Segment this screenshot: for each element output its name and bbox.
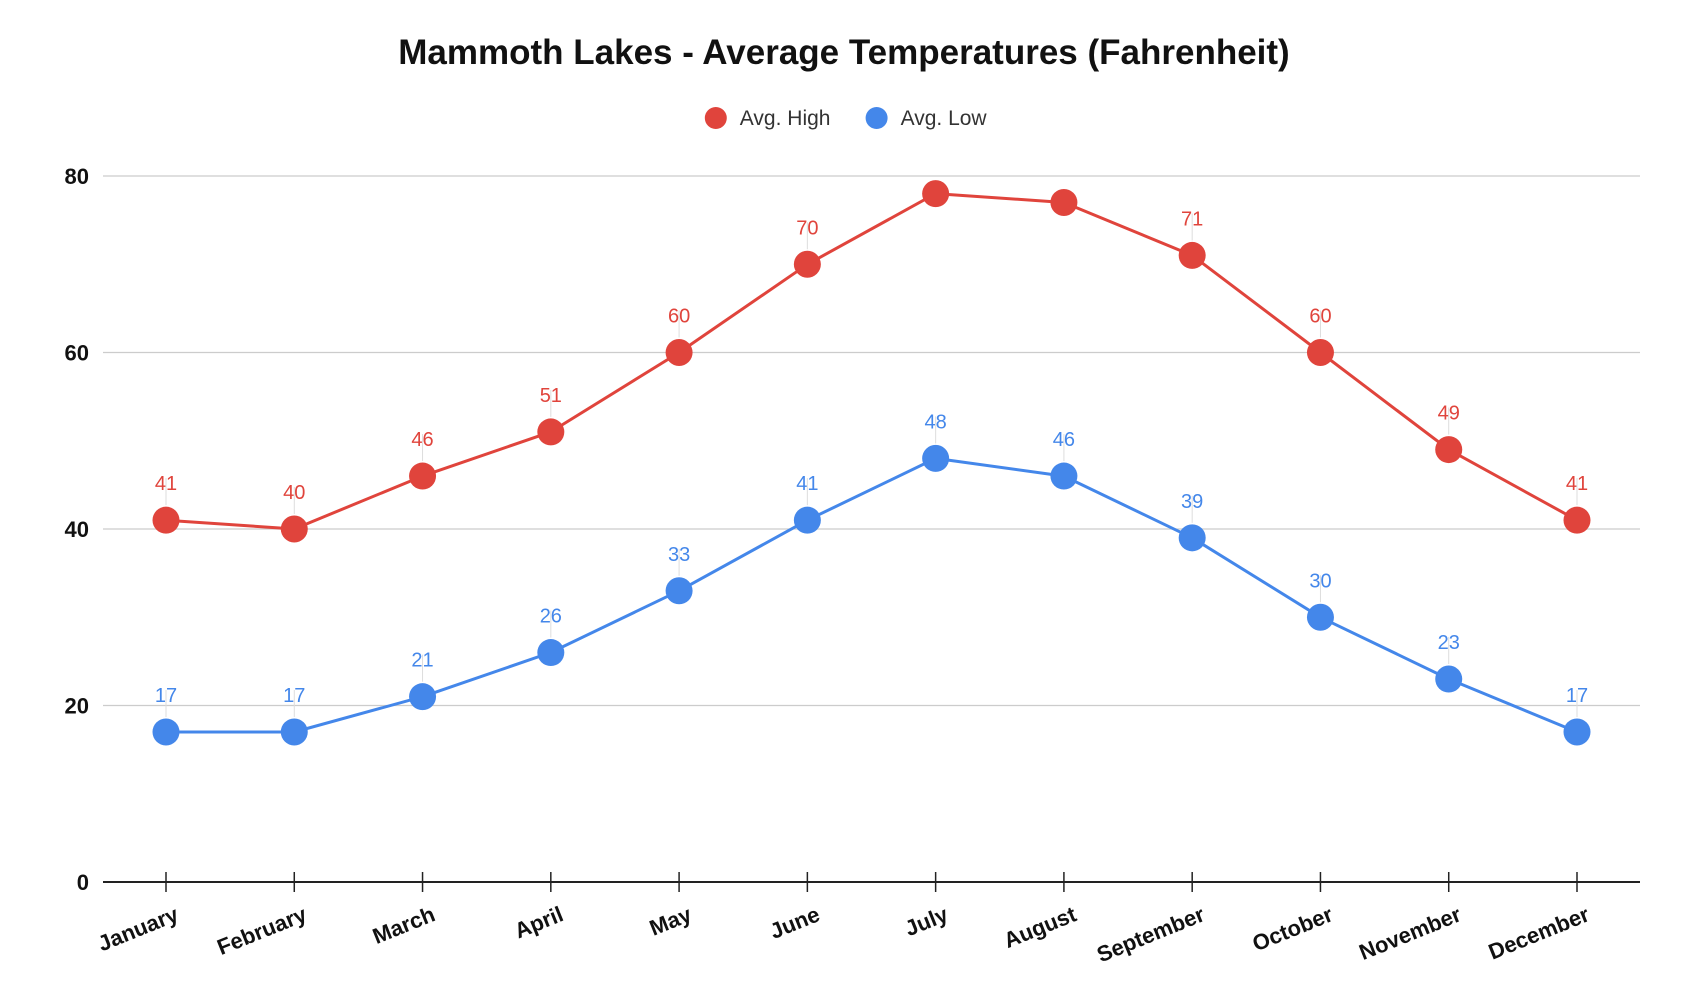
data-point-avg-high-january xyxy=(152,506,180,534)
series-avg-high: 41 40 46 51 60 70 71 60 49 41 xyxy=(152,180,1591,543)
data-point-avg-low-september xyxy=(1178,524,1206,552)
x-axis: January February March April May June July Augu… xyxy=(94,872,1640,967)
legend-marker-avg-low xyxy=(865,107,888,129)
data-point-avg-high-july xyxy=(922,180,950,208)
data-label-avg-low-august: 46 xyxy=(1053,429,1075,451)
data-label-avg-low-april: 26 xyxy=(540,606,562,628)
data-label-avg-high-may: 60 xyxy=(668,306,690,328)
data-point-avg-low-february xyxy=(280,718,308,746)
data-label-avg-low-june: 41 xyxy=(796,473,818,495)
series-avg-low: 17 17 21 26 33 41 48 46 39 30 23 17 xyxy=(152,411,1591,746)
x-tick-label-may: May xyxy=(646,901,696,940)
legend-item-avg-low: Avg. Low xyxy=(865,107,988,130)
data-label-avg-low-november: 23 xyxy=(1438,632,1460,654)
legend-label-avg-low: Avg. Low xyxy=(901,107,988,130)
data-point-avg-high-may xyxy=(665,339,693,366)
data-label-avg-high-november: 49 xyxy=(1438,403,1460,425)
x-tick-label-december: December xyxy=(1485,901,1593,964)
data-label-avg-high-january: 41 xyxy=(155,473,177,495)
x-tick-label-september: September xyxy=(1093,901,1208,967)
data-point-avg-low-may xyxy=(665,577,693,605)
data-label-avg-high-december: 41 xyxy=(1566,473,1588,495)
data-point-avg-high-september xyxy=(1178,241,1206,269)
data-label-avg-high-april: 51 xyxy=(540,385,562,407)
data-point-avg-high-november xyxy=(1435,436,1463,464)
data-point-avg-high-october xyxy=(1306,339,1334,366)
data-point-avg-low-november xyxy=(1435,665,1463,693)
data-point-avg-high-march xyxy=(409,462,437,490)
x-tick-label-october: October xyxy=(1249,901,1337,956)
gridlines xyxy=(103,175,1640,707)
y-tick-label-40: 40 xyxy=(65,517,89,542)
data-label-avg-low-october: 30 xyxy=(1309,570,1331,592)
data-label-avg-high-march: 46 xyxy=(411,429,433,451)
series-layer: 41 40 46 51 60 70 71 60 49 41 17 17 21 26 33 41 48 46 39 30… xyxy=(152,180,1591,746)
data-label-avg-high-october: 60 xyxy=(1309,306,1331,328)
data-point-avg-low-april xyxy=(537,639,565,667)
x-tick-label-november: November xyxy=(1355,901,1465,965)
x-tick-label-february: February xyxy=(213,901,310,960)
legend: Avg. High Avg. Low xyxy=(704,107,988,130)
data-label-avg-low-september: 39 xyxy=(1181,491,1203,513)
y-tick-label-80: 80 xyxy=(65,164,89,189)
x-tick-label-august: August xyxy=(1000,901,1080,953)
y-tick-label-0: 0 xyxy=(77,870,89,895)
series-line-avg-low xyxy=(164,456,1579,734)
x-tick-label-march: March xyxy=(369,901,438,948)
data-point-avg-high-december xyxy=(1563,506,1591,534)
data-point-avg-low-july xyxy=(922,444,950,472)
data-label-avg-low-july: 48 xyxy=(925,411,947,433)
data-point-avg-low-december xyxy=(1563,718,1591,746)
y-tick-label-60: 60 xyxy=(65,341,89,366)
legend-item-avg-high: Avg. High xyxy=(704,107,831,130)
legend-marker-avg-high xyxy=(704,107,727,129)
data-point-avg-low-october xyxy=(1306,603,1334,631)
data-point-avg-high-february xyxy=(280,515,308,543)
legend-label-avg-high: Avg. High xyxy=(740,107,831,130)
x-tick-label-january: January xyxy=(94,901,182,956)
data-label-avg-low-may: 33 xyxy=(668,544,690,566)
data-point-avg-low-march xyxy=(409,683,437,711)
data-point-avg-high-april xyxy=(537,418,565,446)
x-tick-label-june: June xyxy=(766,901,823,943)
series-line-avg-high xyxy=(164,192,1579,531)
data-label-avg-high-february: 40 xyxy=(283,482,305,504)
data-label-avg-low-february: 17 xyxy=(283,685,305,707)
data-label-avg-low-december: 17 xyxy=(1566,685,1588,707)
data-point-avg-high-june xyxy=(793,250,821,278)
x-tick-label-april: April xyxy=(511,901,567,943)
data-label-avg-high-september: 71 xyxy=(1181,208,1203,230)
data-point-avg-high-august xyxy=(1050,188,1078,216)
data-label-avg-low-january: 17 xyxy=(155,685,177,707)
data-label-avg-low-march: 21 xyxy=(411,650,433,672)
x-tick-label-july: July xyxy=(901,901,952,941)
chart-title: Mammoth Lakes - Average Temperatures (Fa… xyxy=(398,33,1289,72)
data-point-avg-low-june xyxy=(793,506,821,534)
data-point-avg-low-january xyxy=(152,718,180,746)
y-tick-label-20: 20 xyxy=(65,694,89,719)
y-axis: 0 20 40 60 80 xyxy=(65,164,89,895)
data-label-avg-high-june: 70 xyxy=(796,217,818,239)
data-point-avg-low-august xyxy=(1050,462,1078,490)
